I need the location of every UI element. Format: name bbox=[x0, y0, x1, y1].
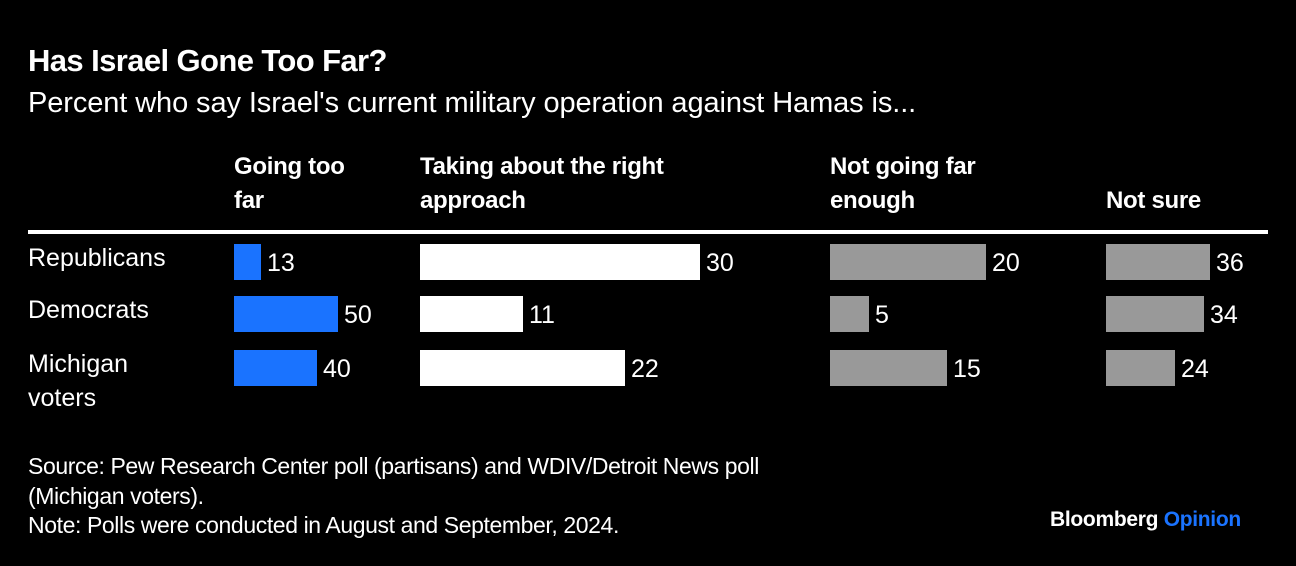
brand-logo: Bloomberg Opinion bbox=[1050, 508, 1241, 532]
column-header-line: Not going far bbox=[830, 153, 976, 180]
row-label-michigan-voters: Michigan voters bbox=[28, 347, 128, 415]
column-header-line: Taking about the right bbox=[420, 153, 664, 180]
data-label-taking-about-the-right-approach-michigan-voters: 22 bbox=[631, 355, 659, 383]
data-label-not-sure-republicans: 36 bbox=[1216, 249, 1244, 277]
bar-not-sure-republicans bbox=[1106, 244, 1210, 280]
bar-not-going-far-enough-michigan-voters bbox=[830, 350, 947, 386]
chart-subtitle: Percent who say Israel's current militar… bbox=[28, 87, 917, 119]
column-header-taking-about-the-right-approach: Taking about the right approach bbox=[420, 150, 664, 218]
data-label-taking-about-the-right-approach-democrats: 11 bbox=[529, 301, 555, 329]
data-label-going-too-far-democrats: 50 bbox=[344, 301, 372, 329]
footnote: Source: Pew Research Center poll (partis… bbox=[28, 452, 759, 541]
bar-going-too-far-democrats bbox=[234, 296, 338, 332]
bar-going-too-far-michigan-voters bbox=[234, 350, 317, 386]
bar-taking-about-the-right-approach-republicans bbox=[420, 244, 700, 280]
column-header-line: far bbox=[234, 187, 264, 214]
data-label-taking-about-the-right-approach-republicans: 30 bbox=[706, 249, 734, 277]
bar-not-going-far-enough-democrats bbox=[830, 296, 869, 332]
header-rule bbox=[28, 230, 1268, 234]
row-label-democrats: Democrats bbox=[28, 293, 149, 327]
row-label-line: Republicans bbox=[28, 244, 166, 272]
column-header-line: Going too bbox=[234, 153, 345, 180]
bar-going-too-far-republicans bbox=[234, 244, 261, 280]
bar-not-going-far-enough-republicans bbox=[830, 244, 986, 280]
brand-main: Bloomberg bbox=[1050, 508, 1159, 531]
row-label-line: voters bbox=[28, 384, 97, 412]
data-label-not-sure-michigan-voters: 24 bbox=[1181, 355, 1209, 383]
column-header-line: approach bbox=[420, 187, 526, 214]
data-label-not-going-far-enough-republicans: 20 bbox=[992, 249, 1020, 277]
column-header-not-going-far-enough: Not going far enough bbox=[830, 150, 976, 218]
bar-not-sure-democrats bbox=[1106, 296, 1204, 332]
data-label-going-too-far-michigan-voters: 40 bbox=[323, 355, 351, 383]
brand-accent: Opinion bbox=[1163, 508, 1242, 531]
bar-taking-about-the-right-approach-democrats bbox=[420, 296, 523, 332]
chart-title: Has Israel Gone Too Far? bbox=[28, 43, 387, 78]
column-header-not-sure: Not sure bbox=[1106, 150, 1201, 218]
data-label-going-too-far-republicans: 13 bbox=[267, 249, 295, 277]
data-label-not-sure-democrats: 34 bbox=[1210, 301, 1238, 329]
column-header-line bbox=[1106, 150, 1201, 184]
bar-not-sure-michigan-voters bbox=[1106, 350, 1175, 386]
data-label-not-going-far-enough-democrats: 5 bbox=[875, 301, 889, 329]
source-line-1: Source: Pew Research Center poll (partis… bbox=[28, 453, 759, 479]
bar-taking-about-the-right-approach-michigan-voters bbox=[420, 350, 625, 386]
row-label-republicans: Republicans bbox=[28, 241, 166, 275]
column-header-going-too-far: Going too far bbox=[234, 150, 345, 218]
column-header-line: Not sure bbox=[1106, 187, 1201, 214]
row-label-line: Democrats bbox=[28, 296, 149, 324]
row-label-line: Michigan bbox=[28, 350, 129, 378]
column-header-line: enough bbox=[830, 187, 915, 214]
source-line-2: (Michigan voters). bbox=[28, 482, 204, 509]
note-line: Note: Polls were conducted in August and… bbox=[28, 512, 619, 538]
data-label-not-going-far-enough-michigan-voters: 15 bbox=[953, 355, 981, 383]
